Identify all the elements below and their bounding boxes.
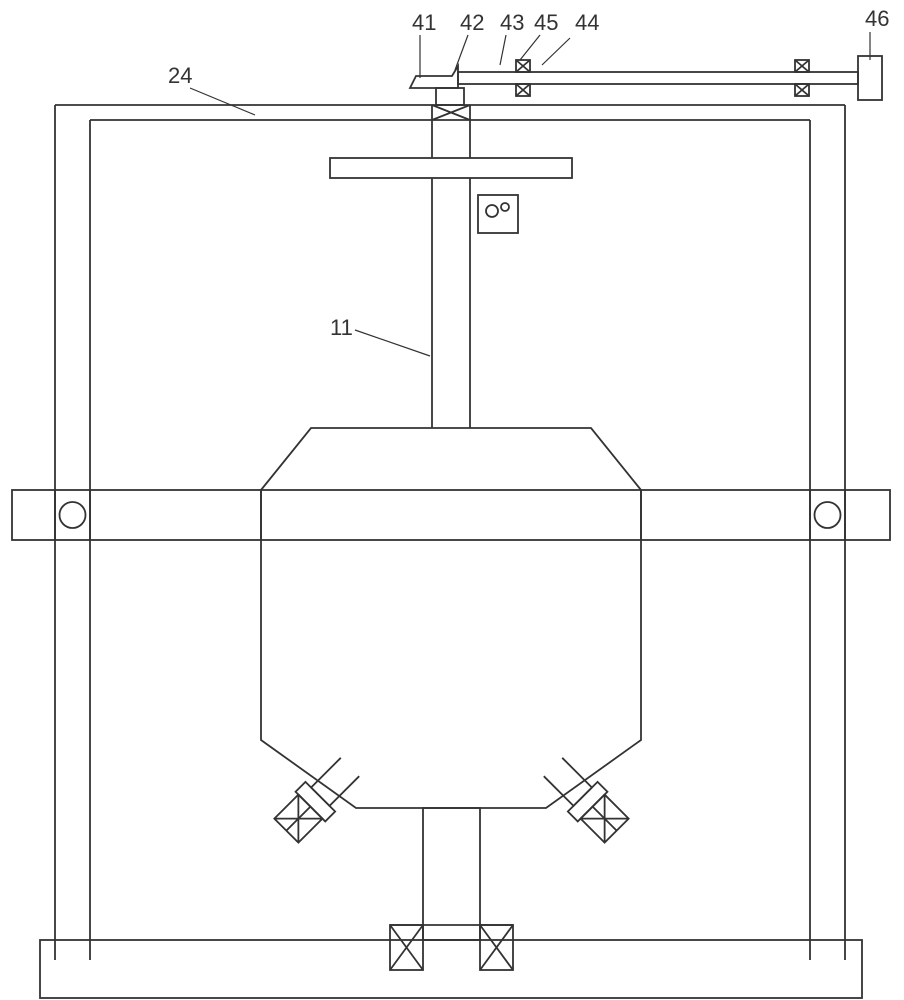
svg-text:46: 46 [865, 6, 889, 31]
svg-text:45: 45 [534, 10, 558, 35]
svg-text:44: 44 [575, 10, 599, 35]
svg-text:43: 43 [500, 10, 524, 35]
svg-text:11: 11 [330, 315, 353, 340]
svg-text:42: 42 [460, 10, 484, 35]
svg-text:24: 24 [168, 63, 192, 88]
svg-text:41: 41 [412, 10, 436, 35]
